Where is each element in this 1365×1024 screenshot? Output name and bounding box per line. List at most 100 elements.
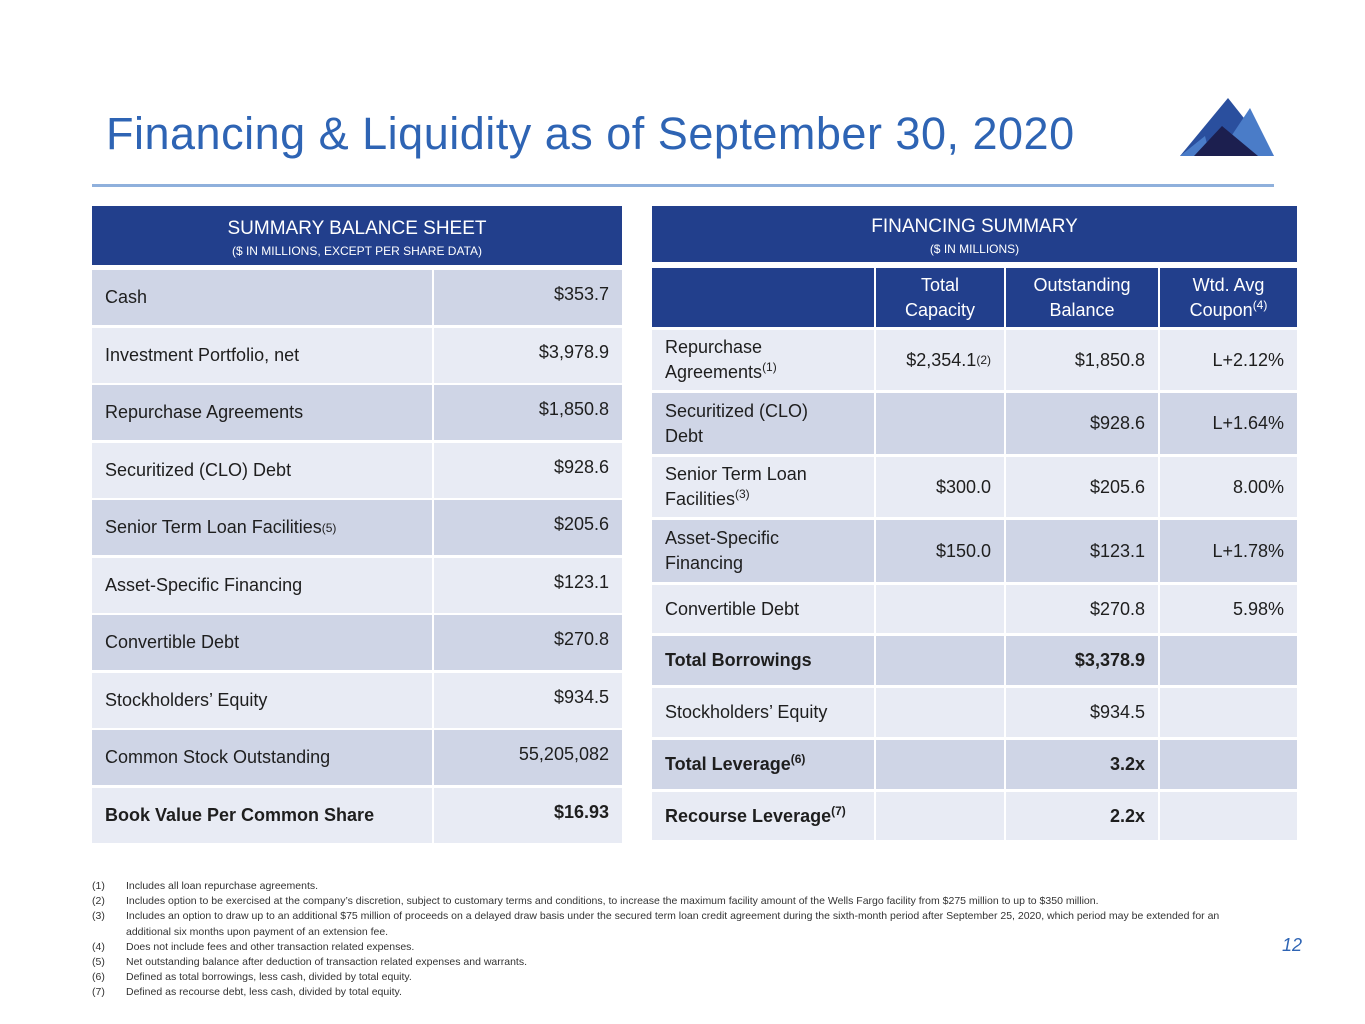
balance-value: $123.1 <box>1089 540 1145 561</box>
coupon-value: L+1.78% <box>1212 540 1284 561</box>
balance-value: 2.2x <box>1109 805 1145 826</box>
footnote-ref: (1) <box>762 360 777 374</box>
row-label: Convertible Debt <box>105 632 240 652</box>
row-value: $353.7 <box>553 284 609 304</box>
outstanding-balance-cell: $934.5 <box>1006 688 1158 737</box>
column-header: Wtd. Avg Coupon(4) <box>1160 268 1297 327</box>
column-header-line1: Total <box>920 274 960 295</box>
balance-sheet-value: $928.6 <box>434 442 622 498</box>
balance-sheet-label: Book Value Per Common Share <box>92 787 432 843</box>
capacity-value: $150.0 <box>935 540 991 561</box>
balance-value: $934.5 <box>1089 702 1145 722</box>
column-header: Outstanding Balance <box>1006 268 1158 327</box>
financing-row-label: Stockholders’ Equity <box>652 688 874 737</box>
coupon-value: 8.00% <box>1232 476 1284 497</box>
row-label: Stockholders’ Equity <box>105 689 268 710</box>
footnote-text: Defined as recourse debt, less cash, div… <box>126 986 402 999</box>
column-header-line2: Coupon <box>1189 299 1253 320</box>
total-capacity-cell: $300.0 <box>876 457 1004 517</box>
row-label-line1: Total Borrowings <box>665 650 812 670</box>
capacity-value: $300.0 <box>935 476 991 497</box>
balance-sheet-label: Cash <box>92 270 432 325</box>
outstanding-balance-cell: $270.8 <box>1006 585 1158 633</box>
footnote: (5) Net outstanding balance after deducti… <box>92 955 1246 970</box>
row-value: $3,978.9 <box>538 341 609 362</box>
financing-row-label: Securitized (CLO) Debt <box>652 393 874 454</box>
coupon-cell: L+2.12% <box>1160 330 1297 390</box>
footnote-ref: (4) <box>1252 297 1268 312</box>
total-capacity-cell: $150.0 <box>876 520 1004 582</box>
balance-sheet-value: $353.7 <box>434 270 622 325</box>
total-capacity-cell: $2,354.1 (2) <box>876 330 1004 390</box>
balance-sheet-label: Stockholders’ Equity <box>92 672 432 728</box>
column-header: Total Capacity <box>876 268 1004 327</box>
row-label-line1: Senior Term Loan <box>665 464 807 484</box>
balance-sheet-label: Common Stock Outstanding <box>92 730 432 785</box>
balance-value: 3.2x <box>1109 754 1145 774</box>
financing-summary-title: FINANCING SUMMARY <box>871 216 1078 237</box>
row-value: $123.1 <box>553 571 609 592</box>
footnote-ref: (7) <box>831 803 846 818</box>
financing-row-label: Total Leverage(6) <box>652 740 874 789</box>
footnote-text: Does not include fees and other transact… <box>126 940 415 953</box>
row-label: Cash <box>105 287 148 307</box>
row-label: Asset-Specific Financing <box>105 574 303 595</box>
financing-row-label: Repurchase Agreements(1) <box>652 330 874 390</box>
footnote-number: (5) <box>92 956 105 969</box>
balance-sheet-value: $205.6 <box>434 500 622 555</box>
row-label-line2: Debt <box>665 425 704 446</box>
column-header-line2: Capacity <box>904 299 976 320</box>
footnote-number: (7) <box>92 986 105 999</box>
coupon-cell <box>1160 740 1297 789</box>
row-label-line1: Securitized (CLO) <box>665 400 809 421</box>
balance-sheet-label: Asset-Specific Financing <box>92 557 432 613</box>
footnote-text: Includes option to be exercised at the c… <box>126 895 1099 908</box>
footnote-ref: (3) <box>735 487 750 501</box>
row-value: 55,205,082 <box>518 744 609 764</box>
footnote-text: Net outstanding balance after deduction … <box>126 956 528 969</box>
row-label: Senior Term Loan Facilities <box>105 517 322 537</box>
column-header-blank <box>652 268 874 327</box>
footnote-number: (6) <box>92 971 105 984</box>
row-label-line1: Total Leverage <box>665 754 791 774</box>
balance-sheet-label: Investment Portfolio, net <box>92 327 432 383</box>
total-capacity-cell <box>876 636 1004 685</box>
coupon-cell <box>1160 792 1297 840</box>
row-label-line1: Convertible Debt <box>665 598 800 619</box>
balance-sheet-value: $1,850.8 <box>434 385 622 440</box>
coupon-value: 5.98% <box>1232 598 1284 619</box>
footnote-number: (3) <box>92 910 105 923</box>
balance-sheet-value: $270.8 <box>434 615 622 670</box>
row-label-line1: Repurchase <box>665 337 763 357</box>
balance-sheet-value: $3,978.9 <box>434 327 622 383</box>
row-value: $270.8 <box>553 629 609 649</box>
row-value: $934.5 <box>553 686 609 707</box>
row-label-line2: Facilities <box>665 489 736 509</box>
capacity-value: $2,354.1 <box>906 349 977 370</box>
financing-summary-subtitle: ($ IN MILLIONS) <box>929 242 1020 256</box>
footnotes: (1) Includes all loan repurchase agreemen… <box>92 879 1246 1001</box>
row-label-line1: Stockholders’ Equity <box>665 702 828 722</box>
footnote-text: Includes all loan repurchase agreements. <box>126 880 319 892</box>
footnote: (7) Defined as recourse debt, less cash, … <box>92 985 1246 1000</box>
balance-sheet-header: SUMMARY BALANCE SHEET ($ IN MILLIONS, EX… <box>92 206 622 265</box>
balance-sheet-label: Senior Term Loan Facilities (5) <box>92 500 432 555</box>
footnote-text: Defined as total borrowings, less cash, … <box>126 971 412 984</box>
balance-value: $928.6 <box>1089 413 1145 433</box>
financing-row-label: Convertible Debt <box>652 585 874 633</box>
mountain-logo-icon <box>1180 98 1274 163</box>
outstanding-balance-cell: $1,850.8 <box>1006 330 1158 390</box>
row-label: Repurchase Agreements <box>105 402 304 422</box>
footnote: (2) Includes option to be exercised at th… <box>92 894 1246 909</box>
balance-sheet-title: SUMMARY BALANCE SHEET <box>227 218 487 239</box>
column-header-line2: Balance <box>1049 299 1115 320</box>
row-label: Common Stock Outstanding <box>105 747 331 767</box>
row-value: $16.93 <box>553 801 609 822</box>
total-capacity-cell <box>876 740 1004 789</box>
footnote: (4) Does not include fees and other trans… <box>92 940 1246 955</box>
balance-sheet-label: Repurchase Agreements <box>92 385 432 440</box>
coupon-cell: L+1.78% <box>1160 520 1297 582</box>
title-divider <box>92 184 1274 187</box>
balance-sheet-label: Convertible Debt <box>92 615 432 670</box>
row-label-line1: Recourse Leverage <box>665 805 832 826</box>
